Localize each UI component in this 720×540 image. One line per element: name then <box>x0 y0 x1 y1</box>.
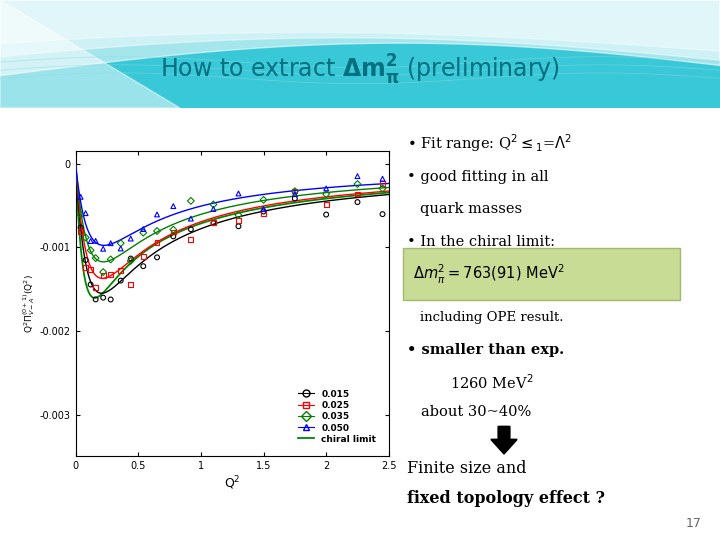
Point <box>138 252 149 260</box>
Point <box>233 222 244 231</box>
Point <box>258 195 269 204</box>
Point <box>151 253 163 262</box>
Text: How to extract $\mathbf{\Delta m_\pi^2}$ (preliminary): How to extract $\mathbf{\Delta m_\pi^2}$… <box>160 53 560 87</box>
Point <box>151 238 163 247</box>
Text: fixed topology effect ?: fixed topology effect ? <box>407 490 605 507</box>
Point <box>352 190 364 198</box>
Text: • smaller than exp.: • smaller than exp. <box>407 343 564 357</box>
Text: including OPE result.: including OPE result. <box>420 310 563 323</box>
Point <box>138 262 149 271</box>
Point <box>377 179 388 187</box>
Text: 1260 MeV$^2$: 1260 MeV$^2$ <box>450 374 534 393</box>
Point <box>233 216 244 225</box>
Text: • good fitting in all: • good fitting in all <box>407 170 549 184</box>
Point <box>168 202 179 211</box>
Text: about 30~40%: about 30~40% <box>421 405 531 419</box>
Point <box>85 265 96 274</box>
Point <box>90 237 102 245</box>
Point <box>97 272 109 280</box>
Point <box>168 228 179 237</box>
Point <box>85 237 96 245</box>
Point <box>377 210 388 219</box>
Point <box>151 210 163 219</box>
FancyArrowPatch shape <box>492 427 516 454</box>
Point <box>168 225 179 234</box>
Point <box>320 190 332 199</box>
Point <box>233 189 244 198</box>
Point <box>258 207 269 216</box>
Point <box>75 211 86 219</box>
X-axis label: Q$^2$: Q$^2$ <box>224 474 240 491</box>
Point <box>352 198 364 206</box>
Text: $\Delta m_\pi^2 = 763(91)\ \mathrm{MeV}^2$: $\Delta m_\pi^2 = 763(91)\ \mathrm{MeV}^… <box>413 262 564 286</box>
Text: Finite size and: Finite size and <box>407 460 526 477</box>
Point <box>105 239 117 247</box>
Point <box>258 205 269 213</box>
Point <box>85 246 96 255</box>
Point <box>138 225 149 233</box>
Point <box>185 214 197 223</box>
Point <box>75 192 86 201</box>
Point <box>125 256 137 265</box>
Point <box>377 184 388 193</box>
Point <box>320 200 332 209</box>
Point <box>115 239 127 247</box>
Point <box>115 276 127 285</box>
Point <box>80 233 91 242</box>
Point <box>90 295 102 303</box>
Point <box>320 184 332 193</box>
Text: • Fit range: Q$^2$$\leq$$_1$=$\Lambda$$^2$: • Fit range: Q$^2$$\leq$$_1$=$\Lambda$$^… <box>407 132 572 154</box>
Point <box>289 190 301 198</box>
Point <box>85 280 96 289</box>
Point <box>125 254 137 263</box>
Point <box>97 293 109 302</box>
Point <box>90 283 102 292</box>
Point <box>138 228 149 237</box>
Point <box>207 219 219 227</box>
FancyBboxPatch shape <box>403 248 680 300</box>
Bar <box>0 108 720 540</box>
Point <box>75 227 86 235</box>
Point <box>125 280 137 288</box>
Point <box>90 254 102 262</box>
Point <box>80 209 91 218</box>
Y-axis label: Q$^2\Pi_{V-A}^{(0+1)}$(Q$^2$): Q$^2\Pi_{V-A}^{(0+1)}$(Q$^2$) <box>21 274 37 333</box>
Point <box>75 223 86 232</box>
Legend: 0.015, 0.025, 0.035, 0.050, chiral limit: 0.015, 0.025, 0.035, 0.050, chiral limit <box>296 388 378 446</box>
Polygon shape <box>0 0 180 108</box>
Point <box>80 263 91 272</box>
Point <box>168 232 179 241</box>
Point <box>352 172 364 180</box>
Point <box>115 244 127 253</box>
Point <box>125 234 137 243</box>
Point <box>185 225 197 234</box>
Point <box>233 211 244 219</box>
Point <box>97 268 109 276</box>
Point <box>352 180 364 188</box>
Point <box>105 270 117 279</box>
Point <box>377 174 388 183</box>
Text: • In the chiral limit:: • In the chiral limit: <box>407 235 555 249</box>
Point <box>105 295 117 304</box>
Point <box>320 210 332 219</box>
Bar <box>0 0 720 108</box>
Point <box>289 187 301 195</box>
Point <box>289 187 301 195</box>
Text: 17: 17 <box>686 517 702 530</box>
Point <box>151 227 163 235</box>
Point <box>97 245 109 253</box>
Point <box>115 266 127 275</box>
Point <box>185 235 197 244</box>
Point <box>258 209 269 218</box>
Point <box>105 255 117 264</box>
Point <box>207 200 219 209</box>
Point <box>289 194 301 203</box>
Point <box>207 218 219 227</box>
Text: quark masses: quark masses <box>420 202 522 217</box>
Point <box>185 197 197 205</box>
Point <box>207 205 219 213</box>
Point <box>80 256 91 265</box>
